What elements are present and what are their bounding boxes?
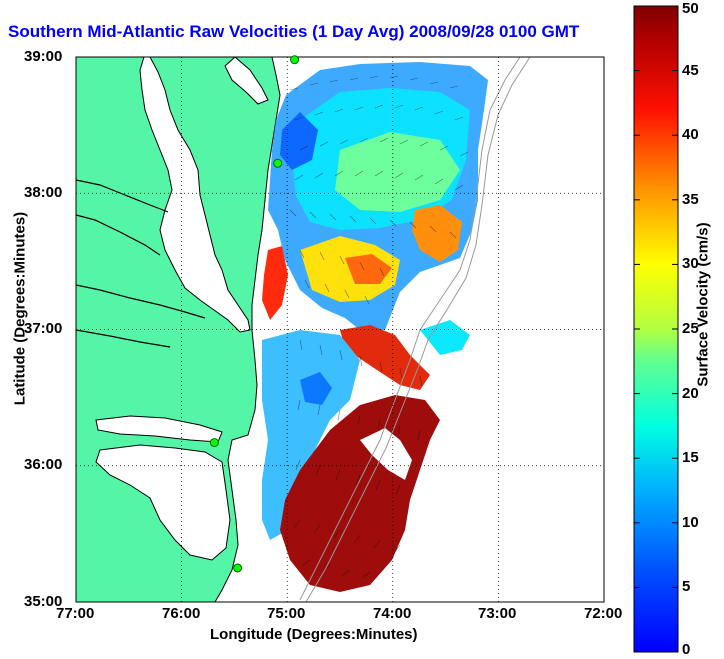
radar-stations [209, 55, 300, 573]
title-overlap-mask [604, 18, 634, 46]
radar-station-1 [273, 158, 283, 168]
x-axis-label: Longitude (Degrees:Minutes) [210, 626, 418, 643]
chesapeake-bay [139, 57, 251, 333]
colorbar-tick-label-50: 50 [682, 0, 699, 17]
colorbar-tick-label-40: 40 [682, 126, 699, 144]
lon-tick-73: 73:00 [478, 605, 517, 622]
potomac-river [76, 179, 169, 256]
lat-tick-35: 35:00 [24, 593, 63, 610]
y-axis-label: Latitude (Degrees:Minutes) [11, 211, 29, 406]
plot-frame [75, 56, 605, 603]
colorbar-tick-label-0: 0 [682, 641, 691, 658]
lon-tick-77: 77:00 [56, 605, 95, 622]
radar-station-3 [233, 563, 243, 573]
lon-tick-75: 75:00 [267, 605, 306, 622]
lat-tick-38: 38:00 [24, 184, 63, 201]
bathymetry-contour-2 [305, 57, 531, 602]
lat-tick-36: 36:00 [24, 456, 63, 473]
colorbar-tick-label-10: 10 [682, 513, 699, 531]
pamlico-sound [95, 444, 231, 561]
colorbar-tick-label-35: 35 [682, 190, 699, 208]
velocity-field [262, 62, 488, 592]
colorbar [633, 5, 679, 653]
colorbar-tick-label-25: 25 [682, 320, 699, 337]
lon-tick-74: 74:00 [373, 605, 412, 622]
colorbar-tick-label-20: 20 [682, 384, 699, 402]
radar-station-2 [209, 438, 219, 448]
colorbar-tick-label-15: 15 [682, 449, 699, 467]
colorbar-tick-label-45: 45 [682, 61, 699, 79]
colorbar-ticks [634, 5, 678, 653]
james-river [76, 284, 206, 348]
bathymetry-contour [299, 57, 521, 601]
gridlines [76, 57, 604, 602]
map-title: Southern Mid-Atlantic Raw Velocities (1 … [8, 22, 580, 41]
lon-tick-72: 72:00 [584, 605, 623, 622]
radar-station-0 [290, 55, 300, 65]
lon-tick-76: 76:00 [162, 605, 201, 622]
colorbar-tick-label-5: 5 [682, 578, 691, 596]
lat-tick-39: 39:00 [24, 48, 63, 65]
colorbar-tick-label-30: 30 [682, 255, 699, 273]
delaware-bay [224, 57, 269, 105]
lat-tick-37: 37:00 [24, 320, 63, 337]
